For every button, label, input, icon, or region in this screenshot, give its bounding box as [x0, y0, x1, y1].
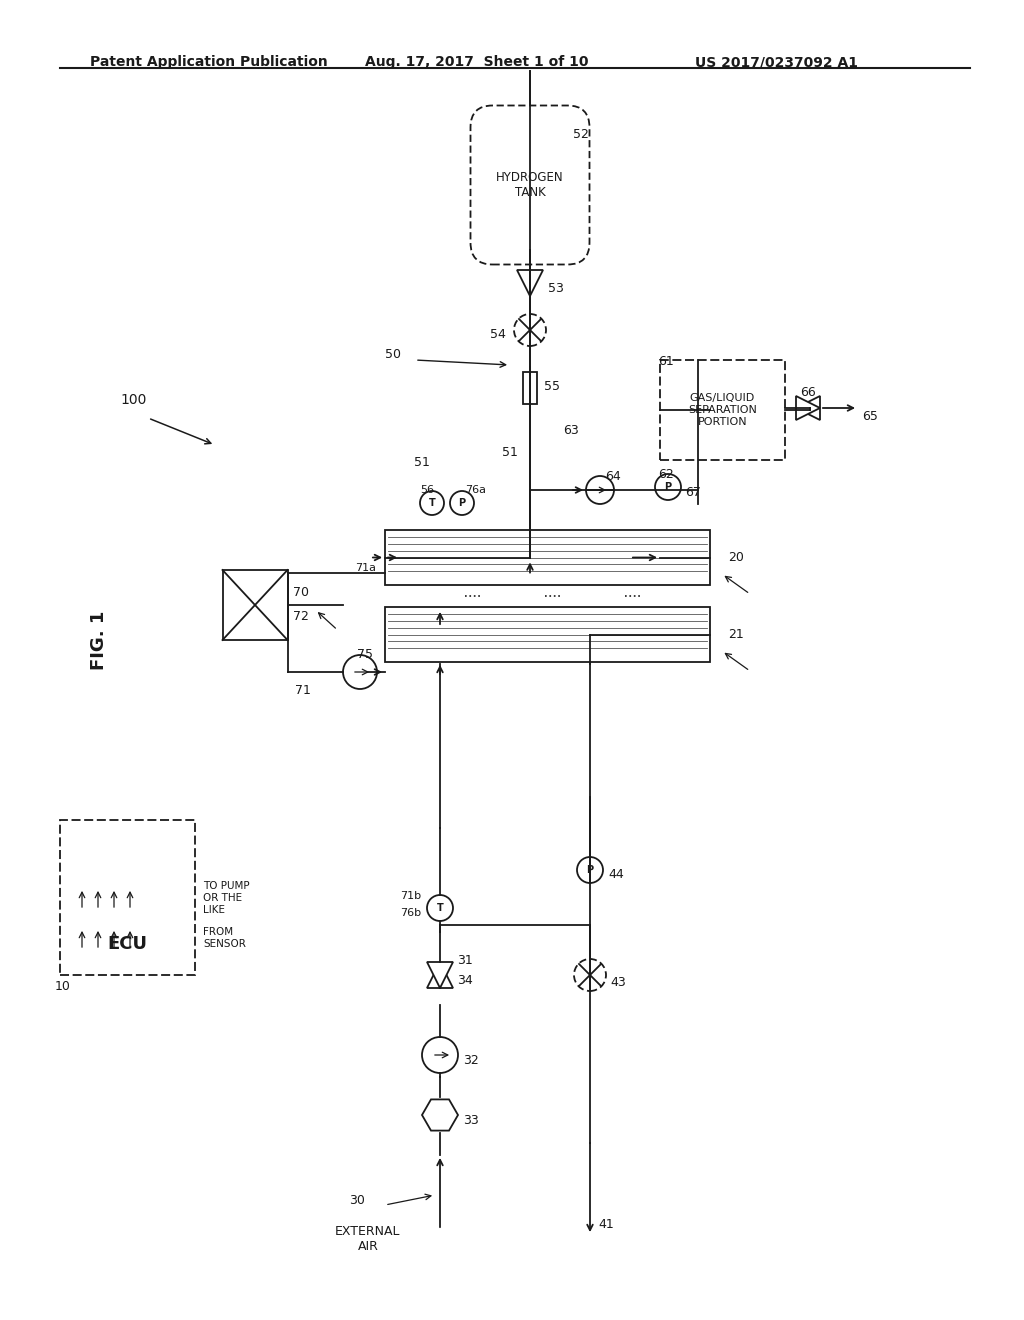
- Text: 33: 33: [463, 1114, 479, 1126]
- Text: 31: 31: [457, 953, 473, 966]
- Bar: [385, 531, 710, 585]
- Text: 55: 55: [544, 380, 560, 392]
- Text: 63: 63: [563, 424, 579, 437]
- Text: 66: 66: [800, 385, 816, 399]
- Text: 67: 67: [685, 486, 700, 499]
- Text: 75: 75: [357, 648, 373, 661]
- Text: 76a: 76a: [465, 484, 486, 495]
- Text: P: P: [587, 865, 594, 875]
- Text: 71a: 71a: [355, 564, 376, 573]
- Circle shape: [343, 655, 377, 689]
- Text: 61: 61: [658, 355, 674, 368]
- Text: 64: 64: [605, 470, 621, 483]
- Text: TO PUMP
OR THE
LIKE: TO PUMP OR THE LIKE: [203, 882, 250, 915]
- Text: 50: 50: [385, 348, 401, 362]
- Text: 54: 54: [490, 329, 506, 342]
- Text: 76b: 76b: [400, 908, 421, 917]
- Polygon shape: [796, 396, 820, 420]
- Circle shape: [427, 895, 453, 921]
- Text: 30: 30: [349, 1193, 365, 1206]
- Bar: [523, 372, 537, 404]
- Text: 41: 41: [598, 1218, 613, 1232]
- Text: 100: 100: [120, 393, 146, 407]
- Circle shape: [574, 960, 606, 991]
- Bar: [60, 820, 195, 975]
- Text: P: P: [459, 498, 466, 508]
- Circle shape: [655, 474, 681, 500]
- Bar: [222, 570, 288, 640]
- Text: 21: 21: [728, 628, 743, 642]
- Text: 51: 51: [414, 455, 430, 469]
- Text: 10: 10: [55, 979, 71, 993]
- Text: 71: 71: [295, 684, 311, 697]
- Text: T: T: [436, 903, 443, 913]
- Circle shape: [450, 491, 474, 515]
- Circle shape: [586, 477, 614, 504]
- Text: GAS/LIQUID
SEPARATION
PORTION: GAS/LIQUID SEPARATION PORTION: [688, 393, 757, 426]
- Text: Patent Application Publication: Patent Application Publication: [90, 55, 328, 69]
- Text: 44: 44: [608, 869, 624, 882]
- Text: FIG. 1: FIG. 1: [90, 610, 108, 669]
- Text: 34: 34: [457, 974, 473, 986]
- FancyBboxPatch shape: [470, 106, 590, 264]
- Polygon shape: [427, 962, 453, 987]
- Text: 70: 70: [293, 586, 308, 599]
- Text: 71b: 71b: [400, 891, 421, 902]
- Circle shape: [577, 857, 603, 883]
- Text: Aug. 17, 2017  Sheet 1 of 10: Aug. 17, 2017 Sheet 1 of 10: [365, 55, 589, 69]
- Circle shape: [514, 314, 546, 346]
- Text: P: P: [665, 482, 672, 492]
- Polygon shape: [517, 271, 543, 296]
- Text: EXTERNAL
AIR: EXTERNAL AIR: [335, 1225, 400, 1253]
- Bar: [385, 607, 710, 663]
- Bar: [660, 360, 785, 459]
- Polygon shape: [422, 1100, 458, 1131]
- Text: 56: 56: [420, 484, 434, 495]
- Circle shape: [420, 491, 444, 515]
- Text: US 2017/0237092 A1: US 2017/0237092 A1: [695, 55, 858, 69]
- Text: 20: 20: [728, 550, 743, 564]
- Text: 62: 62: [658, 469, 674, 480]
- Text: 65: 65: [862, 409, 878, 422]
- Text: 53: 53: [548, 281, 564, 294]
- Text: 72: 72: [293, 610, 308, 623]
- Polygon shape: [796, 396, 820, 420]
- Text: FROM
SENSOR: FROM SENSOR: [203, 927, 246, 949]
- Text: 51: 51: [502, 446, 518, 458]
- Text: T: T: [429, 498, 435, 508]
- Text: 52: 52: [573, 128, 589, 141]
- Polygon shape: [427, 962, 453, 987]
- Text: 43: 43: [610, 977, 626, 990]
- Text: 32: 32: [463, 1053, 479, 1067]
- Text: ECU: ECU: [108, 935, 147, 953]
- Text: HYDROGEN
TANK: HYDROGEN TANK: [497, 172, 564, 199]
- Circle shape: [422, 1038, 458, 1073]
